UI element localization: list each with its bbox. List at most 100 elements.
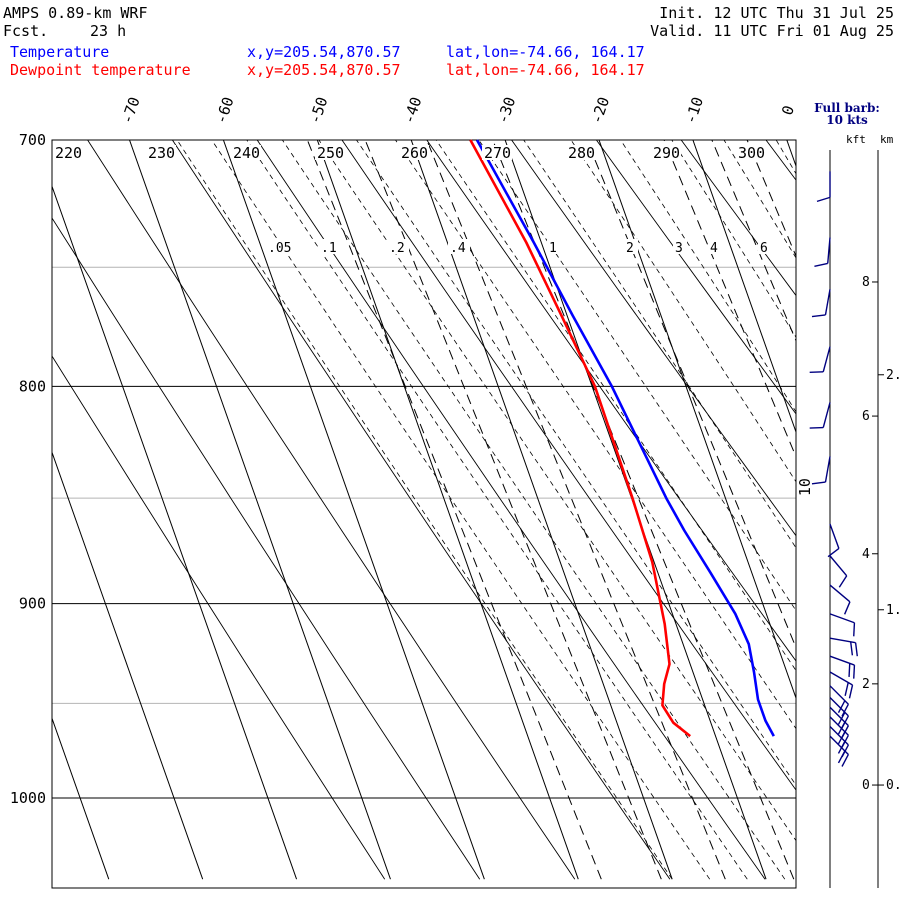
dry-adiabat-210 — [52, 217, 481, 880]
temperature-latlon: lat,lon=-74.66, 164.17 — [446, 43, 645, 61]
wind-barb-10 — [829, 584, 851, 615]
isotherm--20 — [598, 140, 796, 700]
temp-label--40: -40 — [400, 95, 426, 126]
mixing-ratio-6 — [799, 140, 900, 879]
mixing-ratio-8 — [836, 140, 900, 879]
barb-flag — [837, 700, 846, 714]
dry-adiabat-230 — [172, 140, 671, 880]
barb-flag — [843, 601, 851, 615]
barb-flag — [848, 663, 851, 677]
mr-label-bg-7 — [708, 239, 722, 254]
theta-label-bg-250 — [315, 145, 345, 160]
theta-label-280: 280 — [568, 144, 595, 162]
barb-flag — [853, 665, 856, 679]
mixing-ratio-3 — [711, 140, 796, 342]
moist-adiabat--32 — [246, 140, 748, 880]
sounding-profiles — [469, 139, 775, 738]
moist-adiabat--16 — [395, 140, 796, 730]
mr-label-3: .4 — [450, 241, 466, 256]
mr-label-bg-0 — [266, 239, 296, 254]
wind-barb-18 — [816, 171, 831, 203]
theta-label-bg-280 — [566, 145, 596, 160]
theta-label-bg-260 — [399, 145, 429, 160]
barb-flag — [848, 684, 854, 699]
dry-adiabat-280 — [596, 140, 796, 415]
pressure-label-1000: 1000 — [10, 789, 46, 807]
barb-legend-line2: 10 kts — [826, 113, 868, 127]
temperature-legend-label: Temperature — [10, 43, 110, 61]
valid-time: Valid. 11 UTC Fri 01 Aug 25 — [650, 22, 894, 40]
dry-adiabat-220 — [87, 140, 576, 880]
isotherm--10 — [692, 140, 796, 434]
barb-staff — [829, 584, 851, 603]
forecast-hour: 23 h — [90, 22, 127, 40]
mr-label-4: 1 — [549, 241, 557, 256]
kft-label-2: 2 — [862, 677, 870, 692]
barb-staff — [822, 346, 831, 373]
theta-label-250: 250 — [317, 144, 344, 162]
mixing-ratio-0.05 — [306, 140, 602, 880]
moist-adiabat--20 — [356, 140, 796, 786]
mr-label-bg-6 — [673, 239, 687, 254]
mixing-ratio-0.1 — [364, 140, 662, 880]
temp-label--20: -20 — [587, 95, 613, 126]
barb-staff — [824, 456, 831, 483]
moist-adiabat--40 — [176, 140, 673, 880]
theta-label-bg-220 — [53, 145, 83, 160]
dewpoint-profile — [469, 139, 692, 738]
barb-flag — [841, 744, 850, 758]
wind-barb-11 — [829, 555, 848, 588]
barb-flag — [841, 734, 850, 748]
mr-label-bg-2 — [387, 239, 409, 254]
moist-adiabat-20 — [812, 114, 900, 880]
barb-flag — [814, 262, 828, 267]
wind-barb-12 — [827, 523, 840, 558]
barb-flag — [849, 641, 854, 656]
theta-label-270: 270 — [484, 144, 511, 162]
wind-barb-6 — [829, 671, 854, 699]
mr-label-1: .1 — [321, 241, 337, 256]
wind-barb-4 — [829, 697, 850, 729]
isotherm--110 — [0, 113, 15, 879]
barb-staff — [827, 237, 831, 264]
theta-label-bg-230 — [146, 145, 176, 160]
dry-adiabat-270 — [511, 140, 796, 537]
dewpoint-latlon: lat,lon=-74.66, 164.17 — [446, 61, 645, 79]
barb-staff — [829, 637, 856, 644]
km-label-2.: 2. — [886, 368, 900, 383]
moist-adiabat-0 — [570, 140, 796, 483]
barb-isotach-label: 10 — [796, 478, 814, 496]
dewpoint-xy: x,y=205.54,870.57 — [247, 61, 401, 79]
barb-flag — [816, 196, 831, 203]
temp-label--10: -10 — [681, 95, 707, 126]
barb-staff — [824, 289, 831, 316]
theta-label-230: 230 — [148, 144, 175, 162]
temp-label--30: -30 — [493, 95, 519, 126]
theta-label-bg-300 — [736, 145, 766, 160]
barb-flag — [841, 703, 850, 717]
barb-flag — [811, 314, 826, 318]
mr-label-bg-1 — [319, 239, 341, 254]
theta-label-bg-270 — [482, 145, 512, 160]
km-label-0.: 0. — [886, 778, 900, 793]
theta-label-260: 260 — [401, 144, 428, 162]
barb-staff — [829, 613, 855, 624]
dry-adiabat-200 — [52, 355, 386, 880]
km-label-1.: 1. — [886, 603, 900, 618]
mr-label-bg-5 — [624, 239, 638, 254]
isotherm--80 — [52, 184, 298, 880]
wind-barb-15 — [809, 346, 831, 374]
model-title: AMPS 0.89-km WRF — [3, 4, 148, 22]
pressure-label-700: 700 — [19, 131, 46, 149]
mixing-ratio-0.2 — [426, 140, 726, 880]
isotherm-10 — [871, 113, 900, 879]
isotherm--90 — [52, 450, 204, 880]
mr-label-bg-4 — [547, 239, 561, 254]
barb-staff — [829, 655, 855, 666]
moist-adiabat--12 — [435, 140, 796, 672]
temp-label-0: 0 — [778, 103, 798, 117]
barb-flag — [854, 642, 858, 657]
barb-staff — [829, 523, 840, 549]
barb-legend: Full barb: 10 kts — [812, 102, 882, 126]
